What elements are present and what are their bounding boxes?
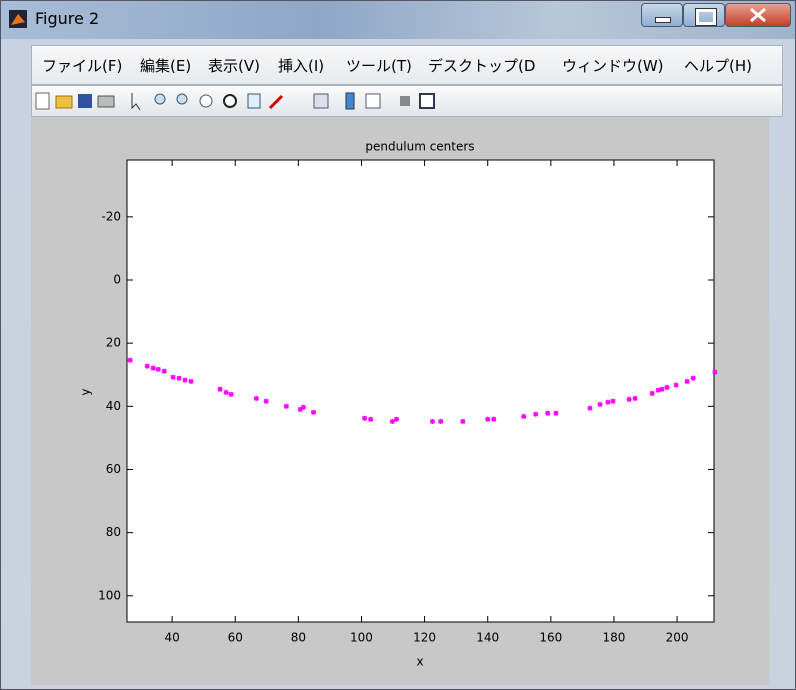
point	[545, 411, 550, 416]
x-tick-label: 200	[666, 631, 689, 645]
point	[171, 375, 176, 380]
point	[368, 417, 373, 422]
point	[553, 411, 558, 416]
point	[151, 366, 156, 371]
point	[430, 419, 435, 424]
point	[491, 417, 496, 422]
chart: pendulum centers x y 40 60 80 100 120 140 160 1…	[0, 0, 796, 690]
point	[224, 390, 229, 395]
x-axis-label: x	[416, 655, 423, 669]
point	[633, 396, 638, 401]
point	[656, 388, 661, 393]
point	[301, 405, 306, 410]
point	[362, 416, 367, 421]
x-tick-label: 80	[291, 631, 306, 645]
point	[533, 412, 538, 417]
y-tick-label: 80	[106, 525, 121, 539]
point	[438, 419, 443, 424]
x-tick-label: 100	[350, 631, 373, 645]
point	[611, 399, 616, 404]
point	[598, 402, 603, 407]
y-axis-label: y	[79, 388, 93, 395]
point	[183, 378, 188, 383]
chart-title: pendulum centers	[365, 140, 474, 154]
point	[460, 419, 465, 424]
y-tick-label: 0	[113, 273, 121, 287]
x-tick-label: 180	[603, 631, 626, 645]
point	[145, 364, 150, 369]
x-tick-label: 40	[164, 631, 179, 645]
point	[521, 414, 526, 419]
y-tick-label: 60	[106, 462, 121, 476]
point	[177, 376, 182, 381]
point	[627, 397, 632, 402]
point	[650, 391, 655, 396]
point	[605, 400, 610, 405]
point	[485, 417, 490, 422]
x-tick-label: 140	[476, 631, 499, 645]
point	[664, 385, 669, 390]
point	[229, 392, 234, 397]
point	[394, 417, 399, 422]
point	[691, 376, 696, 381]
point	[156, 367, 161, 372]
point	[685, 379, 690, 384]
point	[128, 358, 133, 363]
x-tick-label: 160	[539, 631, 562, 645]
point	[311, 410, 316, 415]
x-tick-label: 120	[413, 631, 436, 645]
y-tick-label: -20	[101, 209, 121, 223]
y-tick-label: 100	[98, 588, 121, 602]
plot-area	[127, 160, 714, 622]
point	[189, 379, 194, 384]
y-tick-label: 20	[106, 336, 121, 350]
point	[264, 399, 269, 404]
x-tick-label: 60	[228, 631, 243, 645]
point	[284, 404, 289, 409]
y-tick-label: 40	[106, 399, 121, 413]
point	[674, 383, 679, 388]
point	[712, 370, 717, 375]
point	[254, 396, 259, 401]
point	[218, 387, 223, 392]
point	[587, 406, 592, 411]
point	[162, 369, 167, 374]
point	[659, 387, 664, 392]
